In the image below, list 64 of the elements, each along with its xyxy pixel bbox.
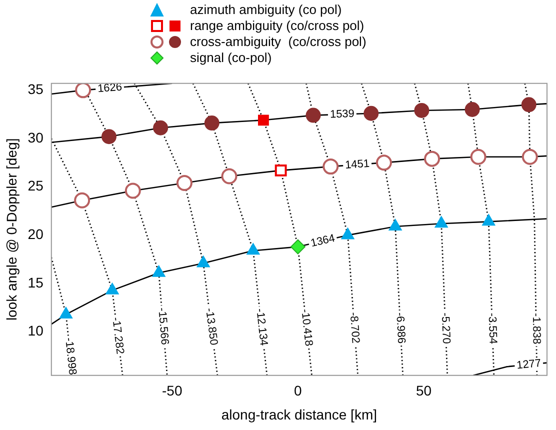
point <box>258 114 269 126</box>
y-tick-label: 10 <box>28 322 44 339</box>
x-tick-label: -50 <box>162 382 182 399</box>
legend-label: cross-ambiguity (co/cross pol) <box>190 34 366 50</box>
y-tick-label: 30 <box>28 129 44 146</box>
text: -12.134 <box>254 308 270 346</box>
text: -17.282 <box>110 316 126 355</box>
text: -6.986 <box>394 312 408 344</box>
y-tick-label: 25 <box>28 178 44 194</box>
point <box>388 219 402 230</box>
text: 1364 <box>310 232 336 250</box>
series-label: 1539 <box>330 108 355 121</box>
point <box>274 164 287 176</box>
point <box>482 214 496 226</box>
point <box>521 97 536 112</box>
point <box>152 265 166 277</box>
text: -8.702 <box>347 312 362 344</box>
point <box>470 148 486 165</box>
point <box>376 154 392 171</box>
point <box>414 102 430 118</box>
text: -18.998 <box>62 337 78 376</box>
line-series <box>51 138 124 376</box>
series-label: 1451 <box>344 158 370 172</box>
point <box>153 120 168 136</box>
point <box>434 216 448 228</box>
point <box>246 243 260 255</box>
point <box>204 116 220 131</box>
legend-label: azimuth ambiguity (co pol) <box>190 2 342 18</box>
point <box>522 148 538 165</box>
point <box>306 108 321 123</box>
legend-label: range ambiguity (co/cross pol) <box>190 18 364 34</box>
point <box>101 129 116 144</box>
text: -10.418 <box>298 308 315 347</box>
point <box>176 174 192 191</box>
line-series <box>192 83 268 376</box>
y-tick-label: 15 <box>28 274 44 290</box>
legend-label: signal (co-pol) <box>190 50 272 66</box>
text: 1277 <box>516 357 542 372</box>
point <box>424 150 440 167</box>
point <box>464 102 480 118</box>
x-tick-label: 50 <box>416 382 432 399</box>
text: -15.566 <box>156 307 171 346</box>
point <box>59 306 73 318</box>
point <box>106 282 119 294</box>
y-tick-label: 20 <box>28 226 44 242</box>
point <box>364 106 379 121</box>
point <box>322 158 339 175</box>
point <box>75 83 92 98</box>
text: -1.838 <box>530 312 542 344</box>
line-series <box>247 83 312 376</box>
text: -13.850 <box>202 307 220 346</box>
series-label: 1626 <box>97 81 122 96</box>
y-axis-title: look angle @ 0-Doppler [deg] <box>3 138 20 321</box>
point <box>221 168 238 184</box>
point <box>290 239 306 254</box>
text: -5.270 <box>438 312 452 344</box>
point <box>124 182 141 199</box>
point <box>341 228 354 240</box>
point <box>196 256 210 268</box>
x-tick-label: 0 <box>294 382 302 399</box>
text: -3.554 <box>486 312 499 344</box>
x-axis-title: along-track distance [km] <box>221 406 377 422</box>
y-tick-label: 35 <box>28 81 44 98</box>
point <box>74 192 90 208</box>
